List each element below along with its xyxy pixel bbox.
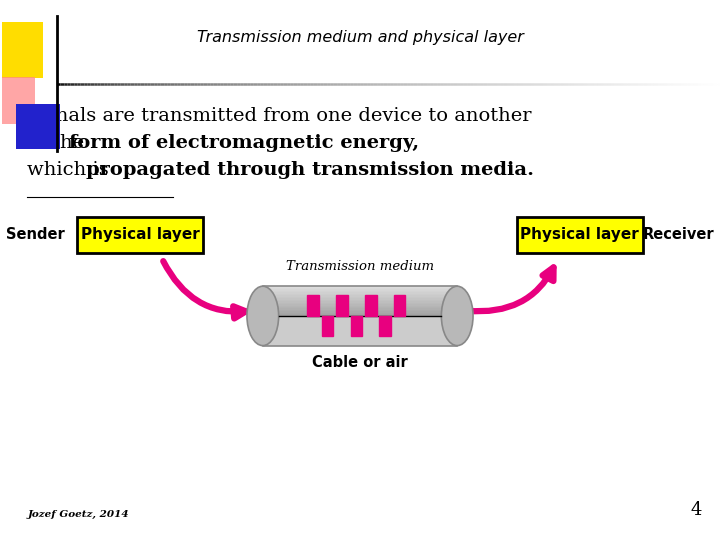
Bar — [263, 286, 457, 346]
Text: propagated through transmission media.: propagated through transmission media. — [86, 161, 534, 179]
Bar — [263, 298, 457, 300]
Bar — [263, 292, 457, 294]
Bar — [263, 312, 457, 313]
Bar — [517, 217, 643, 253]
Bar — [263, 307, 457, 308]
Text: Cable or air: Cable or air — [312, 355, 408, 370]
Text: form of electromagnetic energy,: form of electromagnetic energy, — [69, 134, 419, 152]
Bar — [263, 301, 457, 302]
Bar — [263, 313, 457, 314]
Text: Sender: Sender — [6, 227, 65, 242]
Bar — [379, 316, 391, 336]
Bar — [394, 295, 405, 316]
Bar — [263, 291, 457, 292]
Bar — [263, 302, 457, 304]
Bar — [263, 294, 457, 295]
Bar — [263, 314, 457, 316]
Bar — [365, 295, 377, 316]
Bar — [322, 316, 333, 336]
FancyArrowPatch shape — [467, 267, 554, 311]
Bar — [263, 296, 457, 298]
Bar — [263, 310, 457, 312]
Text: in the: in the — [27, 134, 91, 152]
Text: Receiver: Receiver — [643, 227, 714, 242]
Bar — [263, 304, 457, 306]
Bar — [263, 289, 457, 291]
Text: Transmission medium and physical layer: Transmission medium and physical layer — [197, 30, 523, 45]
Bar — [263, 308, 457, 310]
Bar — [263, 286, 457, 346]
Bar — [16, 104, 60, 148]
Bar — [2, 22, 43, 78]
FancyArrowPatch shape — [163, 261, 246, 319]
Text: which is: which is — [27, 161, 115, 179]
Bar — [78, 217, 203, 253]
Text: Physical layer: Physical layer — [81, 227, 199, 242]
Ellipse shape — [441, 286, 473, 346]
Text: Jozef Goetz, 2014: Jozef Goetz, 2014 — [27, 510, 129, 519]
Text: 4: 4 — [690, 502, 702, 519]
Bar — [351, 316, 362, 336]
Ellipse shape — [247, 286, 279, 346]
Bar — [2, 77, 35, 124]
Bar — [336, 295, 348, 316]
Text: signals are transmitted from one device to another: signals are transmitted from one device … — [27, 107, 532, 125]
Bar — [263, 306, 457, 307]
Bar — [263, 286, 457, 288]
Bar — [263, 295, 457, 296]
Text: Physical layer: Physical layer — [521, 227, 639, 242]
Bar — [263, 288, 457, 289]
Bar — [307, 295, 319, 316]
Text: Transmission medium: Transmission medium — [286, 260, 434, 273]
Bar — [263, 300, 457, 301]
